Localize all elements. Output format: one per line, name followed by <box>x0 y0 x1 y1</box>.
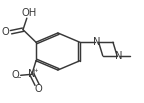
Text: N: N <box>93 37 100 47</box>
Text: $^-$: $^-$ <box>15 74 22 83</box>
Text: O: O <box>1 27 9 37</box>
Text: O: O <box>11 70 19 80</box>
Text: $^+$: $^+$ <box>32 67 39 76</box>
Text: N: N <box>115 51 122 61</box>
Text: O: O <box>35 84 43 94</box>
Text: N: N <box>28 69 36 79</box>
Text: OH: OH <box>22 8 37 18</box>
